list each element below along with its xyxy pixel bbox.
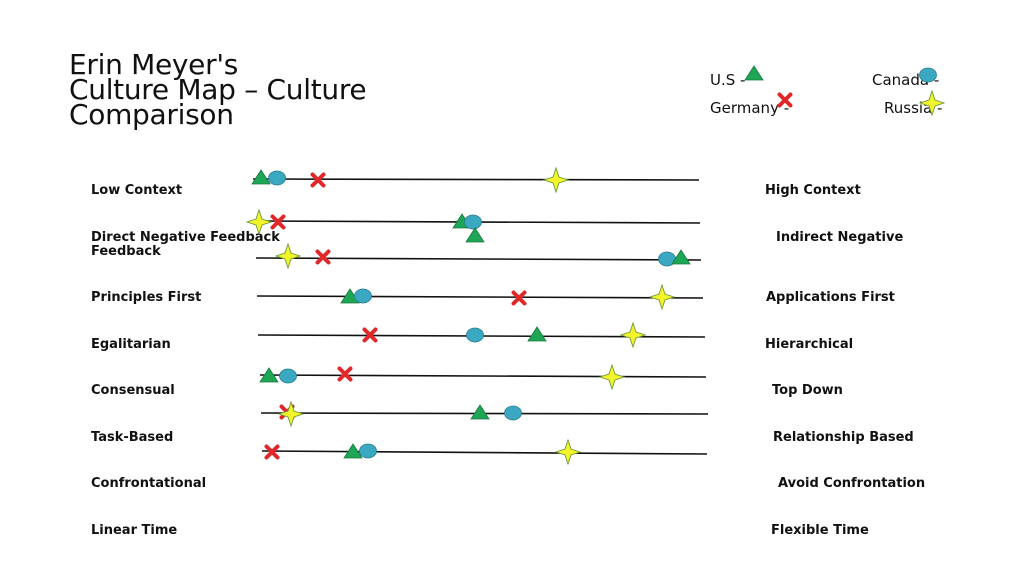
- russia-marker: [599, 364, 625, 390]
- title-line-3: Comparison: [69, 98, 234, 131]
- russia-marker: [555, 439, 581, 465]
- scale-2-left-line-1: Direct Negative Feedback: [91, 230, 280, 245]
- legend-germany-x-icon: [777, 92, 793, 108]
- scale-4-left-label: Egalitarian: [91, 337, 171, 352]
- scale-5-left-label: Consensual: [91, 383, 175, 398]
- russia-marker: [543, 167, 569, 193]
- scale-7-left-label: Confrontational: [91, 476, 207, 491]
- russia-marker: [649, 284, 675, 310]
- scale-3-right-label: Applications First: [766, 290, 895, 305]
- canada-marker: [279, 368, 297, 384]
- page-title: Erin Meyer's Culture Map – Culture Compa…: [69, 48, 429, 131]
- canada-marker: [464, 214, 482, 230]
- scale-2-left-label: Direct Negative Feedback Feedback: [91, 231, 280, 259]
- russia-marker: [275, 243, 301, 269]
- scale-7-right-label: Avoid Confrontation: [778, 476, 926, 491]
- scale-1-left-label: Low Context: [91, 183, 183, 198]
- scale-4-right-label: Hierarchical: [765, 337, 854, 352]
- russia-marker: [246, 209, 272, 235]
- scale-5-right-label: Top Down: [772, 383, 843, 398]
- scale-2-right-label: Indirect Negative: [776, 230, 904, 245]
- scale-line: [261, 450, 708, 455]
- legend-germany-label: Germany -: [710, 99, 790, 117]
- us-marker: [470, 404, 490, 420]
- us-marker: [465, 227, 485, 243]
- legend-russia-star-icon: [919, 90, 945, 116]
- russia-marker: [620, 322, 646, 348]
- canada-marker: [466, 327, 484, 343]
- title-line-1: Erin Meyer's: [69, 48, 239, 81]
- germany-marker: [310, 172, 326, 188]
- scale-line: [259, 374, 707, 378]
- scale-line: [255, 257, 702, 261]
- us-marker: [527, 326, 547, 342]
- scale-3-left-label: Principles First: [91, 290, 202, 305]
- germany-marker: [264, 444, 280, 460]
- legend-us-label: U.S -: [710, 71, 746, 89]
- legend-canada-ellipse-icon: [919, 67, 937, 83]
- germany-marker: [270, 214, 286, 230]
- germany-marker: [315, 249, 331, 265]
- canada-marker: [359, 443, 377, 459]
- scale-8-left-label: Linear Time: [91, 523, 178, 538]
- scale-line: [256, 295, 704, 299]
- germany-marker: [511, 290, 527, 306]
- scale-2-left-line-2: Feedback: [91, 244, 161, 259]
- germany-marker: [337, 366, 353, 382]
- scale-line: [252, 178, 700, 181]
- scale-8-right-label: Flexible Time: [771, 523, 869, 538]
- canada-marker: [354, 288, 372, 304]
- legend-us-triangle-icon: [744, 65, 764, 81]
- scale-1-right-label: High Context: [765, 183, 861, 198]
- canada-marker: [504, 405, 522, 421]
- scale-6-right-label: Relationship Based: [773, 430, 914, 445]
- us-marker: [251, 169, 271, 185]
- canada-marker: [268, 170, 286, 186]
- title-line-2: Culture Map – Culture: [69, 73, 367, 106]
- scale-6-left-label: Task-Based: [91, 430, 174, 445]
